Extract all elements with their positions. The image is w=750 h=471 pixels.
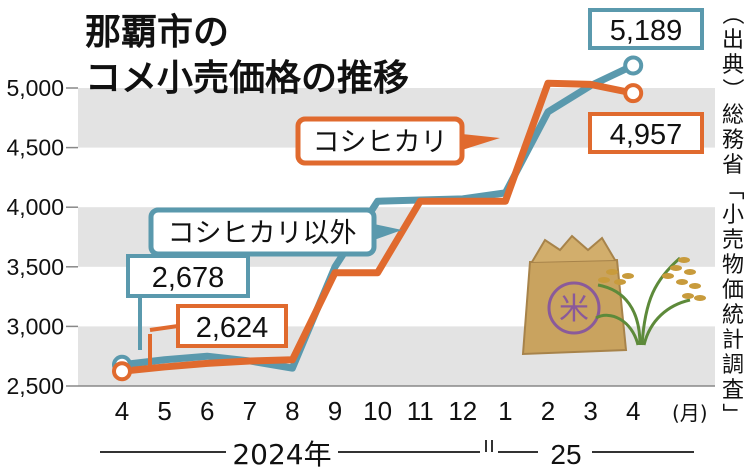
x-axis: 4 5 6 7 8 9 10 11 12 1 2 3 4 [115, 396, 641, 426]
source-char: 統 [722, 303, 744, 328]
x-tick-label: 10 [363, 396, 392, 426]
x-tick-label: 6 [200, 396, 214, 426]
source-char: 」 [719, 403, 744, 425]
x-tick-label: 9 [328, 396, 342, 426]
value-label-koshihikari-start: 2,624 [148, 304, 288, 370]
y-tick-label: 2,500 [6, 373, 64, 399]
value-label-koshihikari-end: 4,957 [588, 112, 704, 154]
source-char: ） [719, 78, 744, 100]
value-label-other-start: 2,678 [126, 254, 250, 350]
year-bracket [100, 440, 694, 453]
series-line-other [118, 61, 637, 372]
y-axis: 2,500 3,000 3,500 4,000 4,500 5,000 [6, 75, 78, 399]
y-tick-label: 5,000 [6, 75, 64, 101]
source-char: 出 [722, 28, 744, 53]
source-char: （ [719, 3, 744, 25]
source-char: 総 [722, 103, 744, 128]
series-name-other: コシヒカリ以外 [168, 218, 357, 249]
value-label-koshihikari-end-text: 4,957 [610, 119, 683, 151]
series-label-other: コシヒカリ以外 [148, 207, 402, 257]
value-label-other-end: 5,189 [588, 8, 704, 50]
x-tick-label: 12 [448, 396, 477, 426]
point-other-end [623, 55, 644, 76]
source-char: 「 [719, 178, 744, 200]
year-label-2024: 2024年 [232, 438, 331, 471]
year-label-2025: 25 [550, 439, 581, 470]
chart-title-line-1: 那覇市の [85, 12, 229, 53]
source-char: 調 [722, 353, 744, 378]
value-label-other-end-text: 5,189 [610, 15, 683, 47]
series-layer [112, 55, 644, 382]
x-tick-label: 8 [285, 396, 299, 426]
source-char: 計 [722, 328, 744, 353]
x-axis-unit: (月) [672, 401, 708, 425]
source-char: 物 [722, 253, 744, 278]
y-tick-label: 4,000 [6, 194, 64, 220]
point-koshihikari-start [112, 361, 132, 382]
x-tick-label: 4 [115, 396, 129, 426]
y-tick-label: 3,000 [6, 313, 64, 339]
chart-title-line-2: コメ小売価格の推移 [85, 58, 409, 99]
series-name-koshihikari: コシヒカリ [313, 127, 448, 158]
source-char: 価 [722, 278, 744, 303]
x-tick-label: 5 [157, 396, 171, 426]
value-label-other-start-text: 2,678 [152, 262, 225, 294]
x-tick-label: 4 [626, 396, 640, 426]
x-tick-label: 3 [583, 396, 597, 426]
rice-plant-illustration [595, 256, 706, 346]
source-char: 売 [722, 228, 744, 253]
y-tick-label: 3,500 [6, 254, 64, 280]
x-tick-label: 7 [243, 396, 257, 426]
source-char: 査 [722, 378, 744, 403]
series-line-koshihikari [118, 79, 637, 375]
rice-bag-illustration: 米 [521, 234, 628, 356]
x-tick-label: 11 [407, 396, 434, 426]
series-label-koshihikari: コシヒカリ [295, 116, 500, 166]
svg-text:米: 米 [559, 292, 589, 327]
source-char: 省 [722, 153, 744, 178]
value-label-koshihikari-start-text: 2,624 [196, 312, 269, 344]
source-char: 小 [722, 203, 744, 228]
x-tick-label: 1 [498, 396, 512, 426]
y-tick-label: 4,500 [6, 135, 64, 161]
source-char: 務 [722, 128, 744, 153]
point-koshihikari-end [623, 83, 644, 104]
x-tick-label: 2 [541, 396, 555, 426]
source-char: 典 [722, 53, 744, 78]
